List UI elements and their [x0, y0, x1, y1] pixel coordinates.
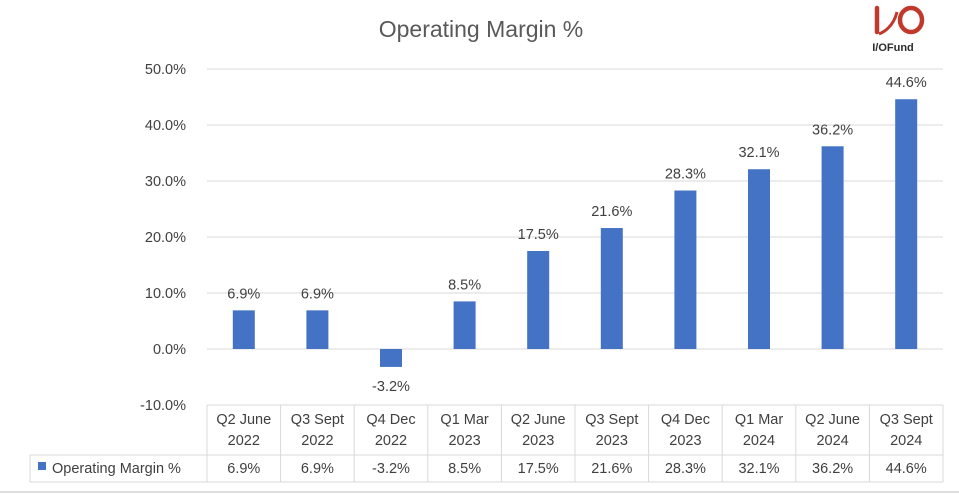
data-table: Q2 June 2022 Q3 Sept 2022 Q4 Dec 2022 Q1 Mar 20…: [0, 404, 959, 493]
data-labels: 6.9% 6.9% -3.2% 8.5% 17.5% 21.6% 28.3% 32.1% 36.…: [227, 75, 927, 395]
y-tick-label: 40.0%: [145, 118, 186, 134]
gridlines: [207, 68, 943, 350]
legend-key: [38, 462, 46, 470]
y-tick-label: -10.0%: [140, 398, 186, 414]
category-label: 2022: [301, 433, 333, 449]
table-value: 6.9%: [301, 461, 334, 477]
bar: [748, 169, 770, 349]
bar: [674, 190, 697, 349]
category-label: 2023: [669, 433, 701, 449]
bar: [232, 310, 255, 349]
category-label: 2022: [375, 433, 407, 449]
y-axis-ticks: 50.0% 40.0% 30.0% 20.0% 10.0% 0.0% -10.0%: [140, 62, 186, 414]
table-value: -3.2%: [372, 461, 410, 477]
bars: [232, 99, 918, 367]
data-label: -3.2%: [372, 379, 410, 395]
category-label: Q3 Sept: [880, 412, 933, 428]
chart-title: Operating Margin %: [379, 16, 584, 42]
category-label: 2024: [816, 433, 848, 449]
bar: [527, 251, 550, 349]
table-value: 36.2%: [812, 461, 853, 477]
category-label: Q1 Mar: [440, 412, 489, 428]
category-label: Q4 Dec: [366, 412, 415, 428]
y-tick-label: 20.0%: [145, 230, 186, 246]
table-value: 17.5%: [518, 461, 559, 477]
brand-logo: I/OFund: [872, 5, 925, 54]
data-label: 44.6%: [886, 75, 927, 91]
y-tick-label: 0.0%: [153, 342, 186, 358]
category-label: Q3 Sept: [291, 412, 344, 428]
category-label: Q3 Sept: [585, 412, 638, 428]
category-label: 2023: [522, 433, 554, 449]
data-label: 32.1%: [738, 145, 779, 161]
y-tick-label: 50.0%: [145, 62, 186, 78]
table-value: 6.9%: [227, 461, 260, 477]
data-label: 21.6%: [591, 204, 632, 220]
category-label: Q1 Mar: [735, 412, 784, 428]
category-label: 2024: [743, 433, 775, 449]
bar: [306, 310, 329, 349]
bar: [453, 301, 476, 349]
data-label: 28.3%: [665, 167, 706, 183]
data-label: 8.5%: [448, 277, 481, 293]
category-label: Q2 June: [216, 412, 271, 428]
bar: [821, 146, 844, 349]
data-label: 17.5%: [518, 227, 559, 243]
table-value: 44.6%: [886, 461, 927, 477]
bar: [895, 99, 918, 350]
table-value: 8.5%: [448, 461, 481, 477]
bar: [380, 349, 402, 367]
y-tick-label: 10.0%: [145, 286, 186, 302]
data-label: 36.2%: [812, 122, 853, 138]
category-label: 2023: [448, 433, 480, 449]
table-value: 32.1%: [738, 461, 779, 477]
category-label: Q2 June: [511, 412, 566, 428]
legend-label: Operating Margin %: [52, 461, 181, 477]
bar: [600, 228, 623, 349]
table-value: 21.6%: [591, 461, 632, 477]
logo-o-mark: [897, 5, 925, 35]
data-label: 6.9%: [227, 286, 260, 302]
logo-slash-mark: [878, 11, 899, 36]
category-label: Q2 June: [805, 412, 860, 428]
category-label: 2023: [596, 433, 628, 449]
logo-text: I/OFund: [872, 42, 914, 54]
category-label: 2024: [890, 433, 922, 449]
table-value: 28.3%: [665, 461, 706, 477]
data-label: 6.9%: [301, 286, 334, 302]
category-label: Q4 Dec: [661, 412, 710, 428]
y-tick-label: 30.0%: [145, 174, 186, 190]
category-label: 2022: [228, 433, 260, 449]
